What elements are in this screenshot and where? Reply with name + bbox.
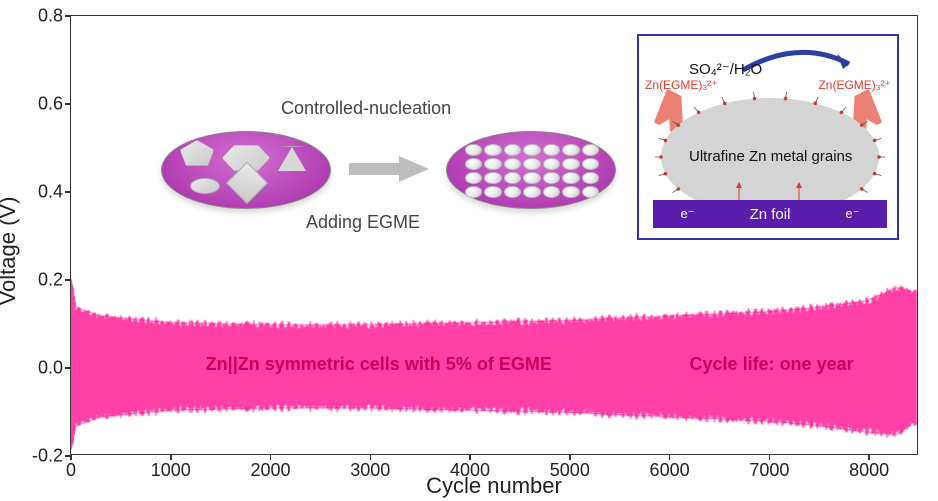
- label-zn-foil: Zn foil: [750, 206, 791, 223]
- label-controlled-nucleation: Controlled-nucleation: [281, 98, 451, 119]
- ultrafine-dot: [484, 144, 501, 156]
- ultrafine-dot: [543, 144, 560, 156]
- plot-area: -0.20.00.20.40.60.8 01000200030004000500…: [70, 15, 918, 455]
- grain-pentagon-icon: [180, 140, 214, 166]
- ultrafine-dot: [582, 172, 599, 184]
- overlay-annotation: Zn||Zn symmetric cells with 5% of EGME: [206, 354, 552, 375]
- ultrafine-dot: [465, 158, 482, 170]
- label-electron-right: e⁻: [845, 206, 859, 222]
- y-axis-label: Voltage (V): [0, 196, 21, 305]
- ultrafine-dot: [504, 186, 521, 198]
- ultrafine-dot: [484, 172, 501, 184]
- ultrafine-dot-grid: [465, 144, 599, 198]
- ultrafine-dot: [582, 144, 599, 156]
- ultrafine-dot: [504, 144, 521, 156]
- label-adding-egme: Adding EGME: [306, 212, 420, 233]
- electron-arrows-icon: [719, 182, 819, 200]
- ultrafine-dot: [543, 186, 560, 198]
- label-ultrafine-grains: Ultrafine Zn metal grains: [689, 148, 852, 165]
- ultrafine-dot: [562, 186, 579, 198]
- ultrafine-dot: [465, 186, 482, 198]
- x-axis-label: Cycle number: [70, 473, 918, 499]
- ultrafine-dot: [504, 158, 521, 170]
- ultrafine-dot: [523, 186, 540, 198]
- arrow-transition-icon: [349, 156, 429, 182]
- grain-triangle-icon: [278, 146, 306, 171]
- ultrafine-dot: [562, 172, 579, 184]
- disc-before-egme: [161, 131, 331, 209]
- ultrafine-dot: [543, 172, 560, 184]
- ultrafine-dot: [484, 186, 501, 198]
- ultrafine-dot: [504, 172, 521, 184]
- label-electron-left: e⁻: [680, 206, 694, 222]
- ultrafine-dot: [465, 144, 482, 156]
- ultrafine-dot: [465, 172, 482, 184]
- chart-container: Voltage (V) Cycle number -0.20.00.20.40.…: [0, 0, 938, 501]
- disc-after-egme: [446, 131, 616, 209]
- ultrafine-dot: [562, 158, 579, 170]
- zn-foil-bar: e⁻ Zn foil e⁻: [653, 200, 887, 228]
- grain-oval-icon: [190, 178, 220, 194]
- ultrafine-dot: [523, 144, 540, 156]
- ultrafine-dot: [523, 158, 540, 170]
- ultrafine-dot: [523, 172, 540, 184]
- ultrafine-dot: [582, 186, 599, 198]
- ultrafine-dot: [543, 158, 560, 170]
- overlay-annotation: Cycle life: one year: [690, 354, 854, 375]
- ultrafine-dot: [562, 144, 579, 156]
- ultrafine-dot: [484, 158, 501, 170]
- label-so4-h2o: SO₄²⁻/H₂O: [689, 60, 762, 78]
- mechanism-inset: SO₄²⁻/H₂O Zn(EGME)₃²⁺ Zn(EGME)₃²⁺ Ultraf…: [637, 34, 899, 240]
- ultrafine-dot: [582, 158, 599, 170]
